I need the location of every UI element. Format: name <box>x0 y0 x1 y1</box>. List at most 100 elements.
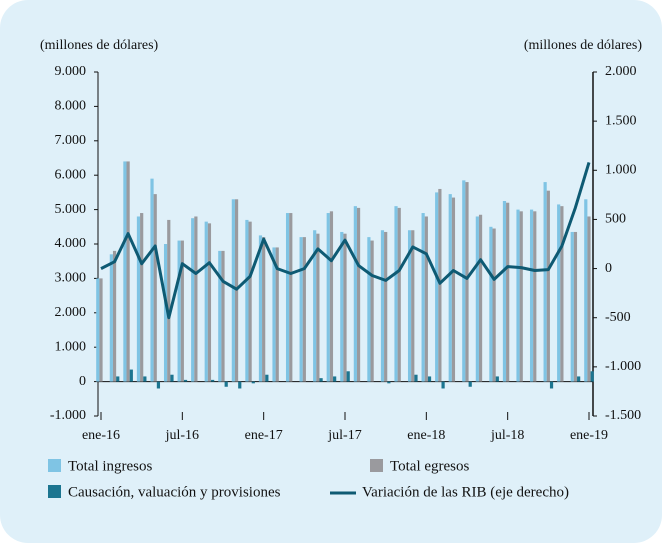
bar <box>316 233 320 382</box>
bar <box>224 381 228 387</box>
bar <box>211 379 215 382</box>
bar <box>435 192 439 382</box>
x-tick-label: ene-17 <box>245 428 283 443</box>
bar <box>370 240 374 382</box>
bar <box>468 381 472 387</box>
y-tick-label: 4.000 <box>55 236 87 251</box>
bar <box>584 199 588 382</box>
bar <box>329 211 334 382</box>
y2-tick-label: -1.000 <box>605 359 641 374</box>
bar <box>441 381 445 389</box>
y2-tick-label: 500 <box>605 212 626 227</box>
bar <box>313 230 317 382</box>
bar <box>194 216 198 382</box>
bar <box>502 201 507 382</box>
bar <box>427 376 432 382</box>
x-tick-label: jul-18 <box>490 428 524 443</box>
bar <box>123 161 127 382</box>
bar <box>221 250 225 382</box>
bar <box>191 218 195 382</box>
bar <box>448 194 452 382</box>
bar <box>238 381 242 389</box>
legend-label: Causación, valuación y provisiones <box>68 484 281 500</box>
bar <box>546 190 550 382</box>
y-tick-label: -1.000 <box>50 408 86 423</box>
bar <box>112 250 117 382</box>
bar <box>218 250 222 382</box>
bar <box>590 371 594 382</box>
bar <box>143 376 147 382</box>
legend-label: Total egresos <box>390 458 470 474</box>
y-tick-label: 9.000 <box>55 64 87 79</box>
bar <box>299 237 303 382</box>
bar <box>421 213 425 382</box>
legend-label: Variación de las RIB (eje derecho) <box>362 484 569 500</box>
bar <box>116 376 120 382</box>
bar <box>180 240 184 382</box>
y-tick-label: 3.000 <box>55 271 87 286</box>
bar <box>356 207 361 382</box>
bar <box>207 223 212 382</box>
legend-label: Total ingresos <box>68 458 153 474</box>
x-tick-label: jul-16 <box>165 428 199 443</box>
bar <box>394 206 398 382</box>
y-tick-label: 8.000 <box>55 99 87 114</box>
bar <box>150 178 154 382</box>
bar <box>136 216 141 382</box>
legend-swatch <box>48 459 61 472</box>
bar <box>516 209 520 382</box>
bar <box>462 180 466 382</box>
bar <box>96 278 100 382</box>
bar <box>353 206 357 382</box>
bar <box>533 211 537 382</box>
y2-tick-label: -500 <box>605 310 631 325</box>
bar <box>126 161 130 382</box>
y-tick-label: 5.000 <box>55 202 87 217</box>
bar <box>319 378 323 382</box>
bar <box>245 219 249 382</box>
legend-swatch <box>370 459 383 472</box>
bar <box>577 376 581 382</box>
bar <box>109 254 113 382</box>
bar <box>367 237 371 382</box>
bar <box>333 376 337 382</box>
bar <box>326 213 330 382</box>
bar <box>275 247 279 382</box>
bar <box>129 369 133 382</box>
bar <box>411 230 415 382</box>
bar <box>573 231 578 382</box>
y2-tick-label: -1.500 <box>605 408 641 423</box>
y-tick-label: 1.000 <box>55 339 87 354</box>
bar <box>251 381 255 384</box>
bar <box>543 182 547 382</box>
bar <box>272 247 276 382</box>
bar <box>506 202 510 382</box>
bar <box>170 374 174 382</box>
bar <box>438 188 442 382</box>
bar <box>465 182 469 382</box>
bar <box>407 230 412 382</box>
y-axis-label: (millones de dólares) <box>40 38 159 53</box>
bar <box>492 228 496 382</box>
bar <box>387 381 391 384</box>
bar <box>163 244 168 382</box>
bar <box>262 237 266 382</box>
x-tick-label: ene-18 <box>407 428 445 443</box>
x-tick-label: jul-17 <box>327 428 361 443</box>
line <box>100 161 591 320</box>
bar <box>478 214 483 382</box>
y-tick-label: 7.000 <box>55 133 87 148</box>
y2-tick-label: 2.000 <box>605 64 637 79</box>
y-tick-label: 6.000 <box>55 167 87 182</box>
bar <box>475 216 479 382</box>
bar <box>414 374 418 382</box>
y-tick-label: 2.000 <box>55 305 87 320</box>
bar <box>424 216 428 382</box>
bar <box>340 231 344 382</box>
y2-axis-label: (millones de dólares) <box>524 38 643 53</box>
y-tick-label: 0 <box>79 374 86 389</box>
y2-tick-label: 1.000 <box>605 163 637 178</box>
y2-tick-label: 1.500 <box>605 113 637 128</box>
bar <box>451 197 456 382</box>
bar <box>248 221 252 382</box>
